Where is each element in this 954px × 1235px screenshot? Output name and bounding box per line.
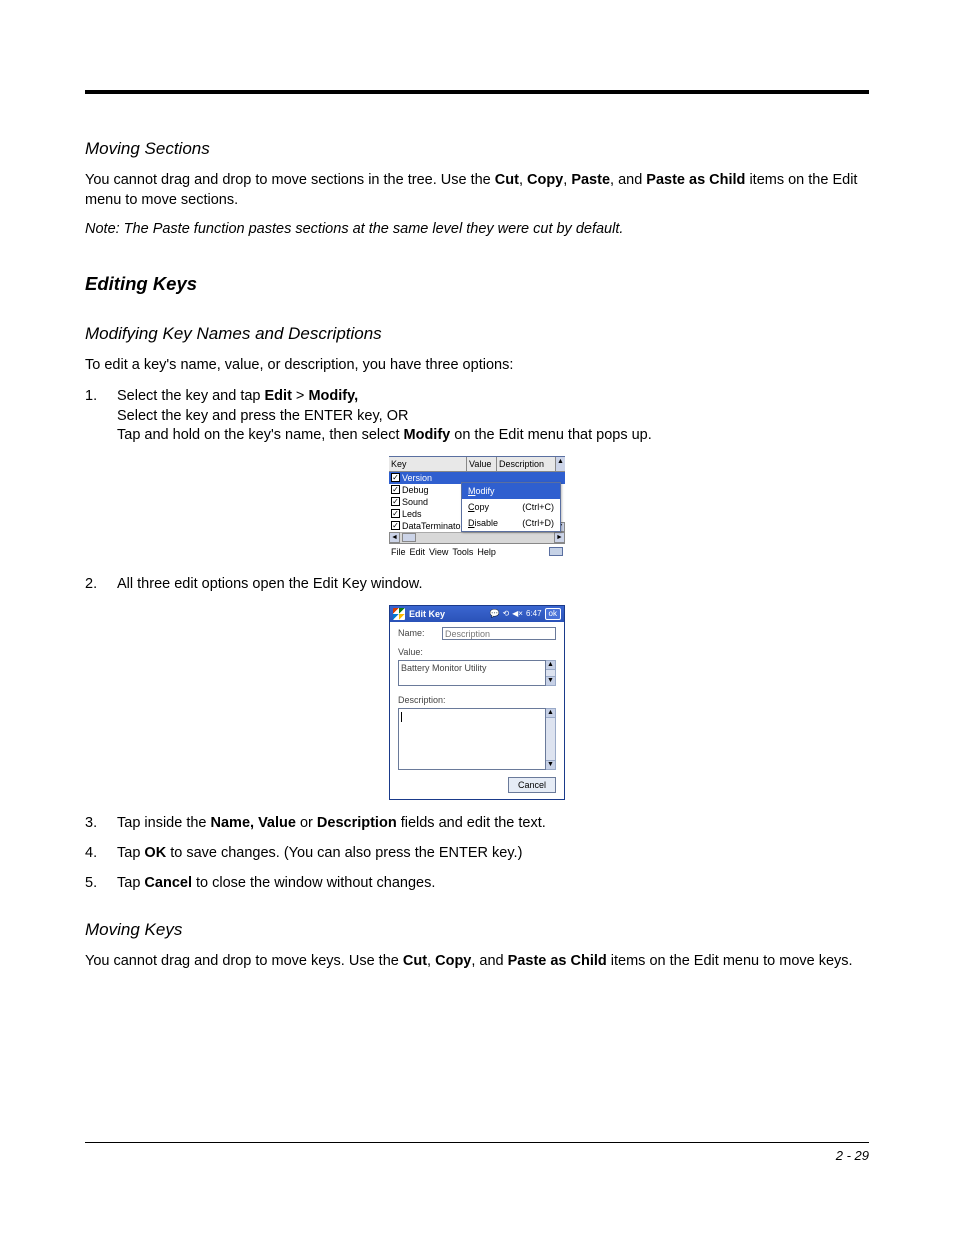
menu-bar: File Edit View Tools Help <box>389 543 565 560</box>
col-description[interactable]: Description <box>497 457 555 471</box>
menu-item-modify[interactable]: Modify <box>462 483 560 499</box>
sync-icon[interactable]: ⟲ <box>502 609 509 620</box>
value-field[interactable]: Battery Monitor Utility <box>398 660 546 686</box>
checkbox-icon[interactable]: ✓ <box>391 521 400 530</box>
heading-modifying: Modifying Key Names and Descriptions <box>85 323 869 346</box>
menu-item-disable[interactable]: Disable(Ctrl+D) <box>462 515 560 531</box>
menu-edit[interactable]: Edit <box>410 546 426 558</box>
volume-icon[interactable]: ◀× <box>512 609 523 620</box>
scrollbar-thumb[interactable] <box>402 533 416 542</box>
value-scrollbar[interactable]: ▲▼ <box>546 660 556 686</box>
heading-editing-keys: Editing Keys <box>85 272 869 297</box>
clock-time: 6:47 <box>526 609 542 620</box>
sip-icon[interactable] <box>549 547 563 556</box>
moving-sections-para: You cannot drag and drop to move section… <box>85 171 869 210</box>
context-menu: Modify Copy(Ctrl+C) Disable(Ctrl+D) <box>461 482 561 532</box>
value-label: Value: <box>390 642 564 660</box>
table-header: Key Value Description ▲ <box>389 457 565 472</box>
title-bar: Edit Key 💬 ⟲ ◀× 6:47 ok <box>390 606 564 622</box>
description-field[interactable] <box>398 708 546 770</box>
menu-tools[interactable]: Tools <box>452 546 473 558</box>
top-rule <box>85 90 869 94</box>
menu-item-copy[interactable]: Copy(Ctrl+C) <box>462 499 560 515</box>
heading-moving-keys: Moving Keys <box>85 919 869 942</box>
ok-button[interactable]: ok <box>545 608 561 621</box>
horizontal-scrollbar[interactable]: ◄ ► <box>389 532 565 543</box>
menu-file[interactable]: File <box>391 546 406 558</box>
window-title: Edit Key <box>409 608 445 620</box>
checkbox-icon[interactable]: ✓ <box>391 485 400 494</box>
cancel-button[interactable]: Cancel <box>508 777 556 793</box>
name-field[interactable]: Description <box>442 627 556 640</box>
step-3: 3.Tap inside the Name, Value or Descript… <box>85 814 869 834</box>
step-2: 2.All three edit options open the Edit K… <box>85 575 869 595</box>
page-footer: 2 - 29 <box>85 1142 869 1165</box>
step-1: 1. Select the key and tap Edit > Modify,… <box>85 387 869 446</box>
text-cursor <box>401 712 402 722</box>
checkbox-icon[interactable]: ✓ <box>391 497 400 506</box>
col-key[interactable]: Key <box>389 457 467 471</box>
step-5: 5.Tap Cancel to close the window without… <box>85 874 869 894</box>
menu-view[interactable]: View <box>429 546 448 558</box>
description-scrollbar[interactable]: ▲▼ <box>546 708 556 770</box>
heading-moving-sections: Moving Sections <box>85 138 869 161</box>
checkbox-icon[interactable]: ✓ <box>391 509 400 518</box>
scroll-left-icon[interactable]: ◄ <box>389 532 400 543</box>
screenshot-context-menu: Key Value Description ▲ ✓Version ✓Debug … <box>389 456 565 560</box>
scroll-right-icon[interactable]: ► <box>554 532 565 543</box>
modifying-para: To edit a key's name, value, or descript… <box>85 356 869 376</box>
step-4: 4.Tap OK to save changes. (You can also … <box>85 844 869 864</box>
moving-keys-para: You cannot drag and drop to move keys. U… <box>85 952 869 972</box>
screenshot-edit-key-dialog: Edit Key 💬 ⟲ ◀× 6:47 ok Name: Descriptio… <box>389 605 565 800</box>
menu-help[interactable]: Help <box>477 546 496 558</box>
scroll-up-icon[interactable]: ▲ <box>555 457 565 471</box>
checkbox-icon[interactable]: ✓ <box>391 473 400 482</box>
table-rows: ✓Version ✓Debug ✓Sound ✓Leds ✓DataTermin… <box>389 472 565 532</box>
name-label: Name: <box>398 627 442 639</box>
note-paste: Note: The Paste function pastes sections… <box>85 220 869 240</box>
chat-icon[interactable]: 💬 <box>489 609 499 620</box>
description-label: Description: <box>390 690 564 708</box>
col-value[interactable]: Value <box>467 457 497 471</box>
windows-flag-icon <box>393 608 405 620</box>
